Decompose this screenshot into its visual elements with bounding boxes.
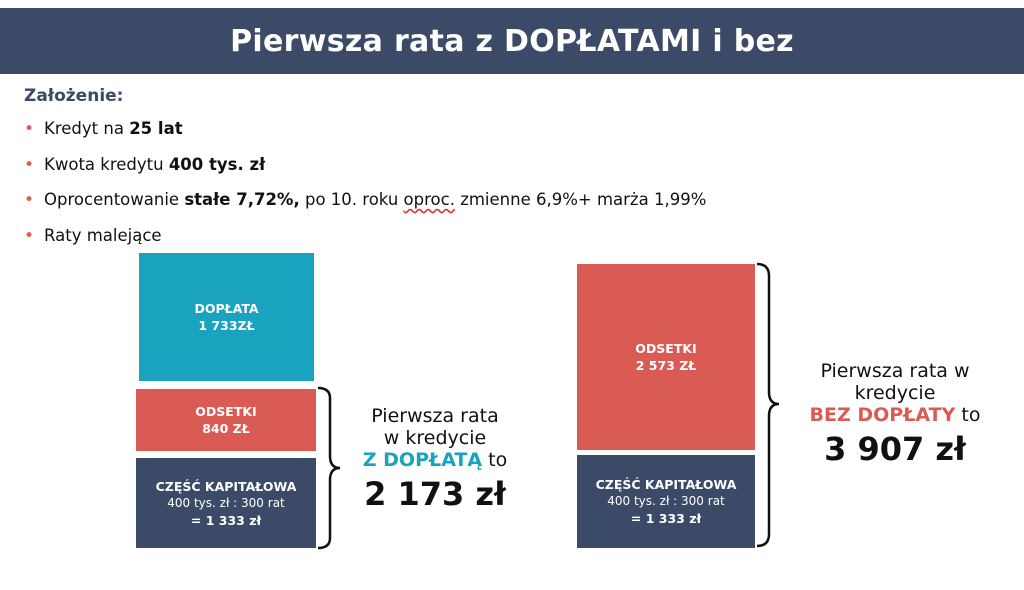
item-text: po 10. roku [299, 190, 404, 209]
block-label: CZĘŚĆ KAPITAŁOWA [595, 477, 737, 492]
right-caption: Pierwsza rata w kredycie BEZ DOPŁATY to … [800, 360, 990, 470]
page-title: Pierwsza rata z DOPŁATAMI i bez [230, 23, 794, 59]
list-item: • Kwota kredytu 400 tys. zł [24, 150, 706, 186]
block-label: ODSETKI [635, 341, 697, 356]
item-text: Kredyt na [44, 119, 130, 138]
item-text: Raty malejące [44, 225, 162, 245]
block-label: ODSETKI [195, 404, 257, 419]
item-bold: 25 lat [129, 119, 183, 138]
caption-highlight: BEZ DOPŁATY [809, 404, 956, 426]
block-value: = 1 333 zł [190, 512, 262, 528]
list-item: • Raty malejące [24, 221, 706, 257]
list-item: • Oprocentowanie stałe 7,72%, po 10. roku… [24, 185, 706, 221]
block-value: = 1 333 zł [630, 511, 702, 526]
bullet-icon: • [24, 225, 35, 246]
caption-amount: 3 907 zł [824, 430, 966, 468]
assumptions-list: • Kredyt na 25 lat • Kwota kredytu 400 tys… [24, 114, 706, 256]
bullet-icon: • [24, 154, 35, 175]
bullet-icon: • [24, 190, 35, 210]
block-value: 1 733ZŁ [198, 318, 255, 333]
block-value: 840 ZŁ [202, 421, 250, 436]
left-brace-icon [317, 386, 341, 550]
item-bold: stałe 7,72%, [184, 190, 300, 209]
left-doplata-block: DOPŁATA 1 733ZŁ [139, 253, 314, 381]
block-sub: 400 tys. zł : 300 rat [167, 495, 285, 510]
title-bar: Pierwsza rata z DOPŁATAMI i bez [0, 8, 1024, 74]
caption-line: w kredycie [383, 427, 487, 449]
block-value: 2 573 ZŁ [635, 358, 697, 373]
item-bold: 400 tys. zł [168, 154, 266, 174]
left-caption: Pierwsza rata w kredycie Z DOPŁATĄ to 2 … [350, 405, 520, 515]
item-text: zmienne 6,9%+ marża 1,99% [454, 190, 707, 209]
caption-suffix: to [955, 404, 981, 426]
caption-line: Pierwsza rata w [820, 360, 970, 382]
right-brace-icon [756, 262, 780, 548]
right-odsetki-block: ODSETKI 2 573 ZŁ [577, 264, 755, 450]
spellcheck-word: oproc. [403, 190, 455, 209]
caption-line: Pierwsza rata [371, 405, 499, 427]
block-label: CZĘŚĆ KAPITAŁOWA [155, 478, 297, 494]
item-text: Kwota kredytu [44, 154, 169, 174]
caption-highlight: Z DOPŁATĄ [362, 449, 483, 471]
right-kapital-block: CZĘŚĆ KAPITAŁOWA 400 tys. zł : 300 rat =… [577, 455, 755, 548]
bullet-icon: • [24, 119, 35, 139]
block-label: DOPŁATA [194, 301, 259, 316]
left-kapital-block: CZĘŚĆ KAPITAŁOWA 400 tys. zł : 300 rat =… [136, 458, 316, 548]
caption-suffix: to [482, 449, 508, 471]
block-sub: 400 tys. zł : 300 rat [607, 494, 725, 508]
item-text: Oprocentowanie [44, 190, 185, 209]
list-item: • Kredyt na 25 lat [24, 114, 706, 150]
assumptions-heading: Założenie: [24, 86, 124, 106]
caption-line: kredycie [854, 382, 936, 404]
left-odsetki-block: ODSETKI 840 ZŁ [136, 389, 316, 451]
caption-amount: 2 173 zł [364, 475, 506, 513]
